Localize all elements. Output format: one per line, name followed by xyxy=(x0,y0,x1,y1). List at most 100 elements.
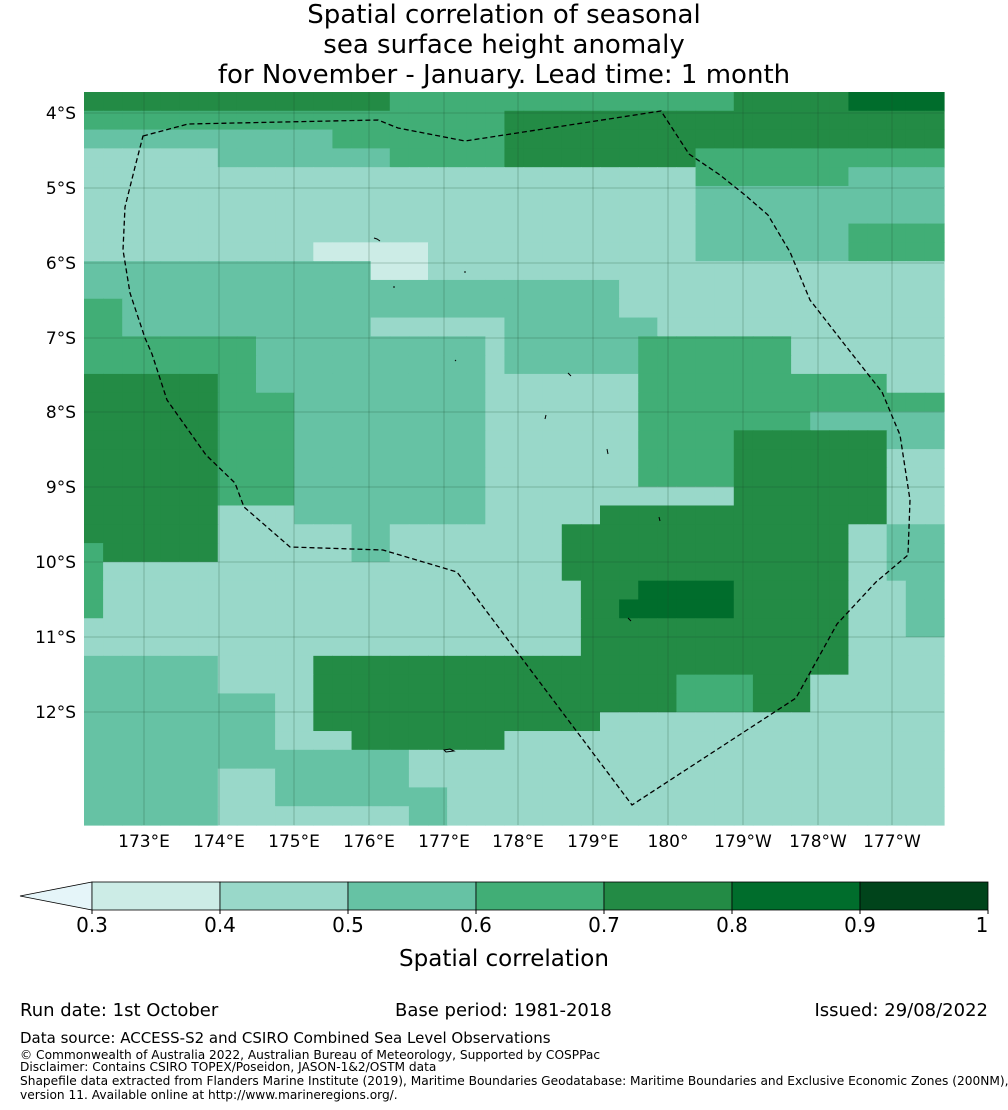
grid-cell xyxy=(657,261,678,281)
grid-cell xyxy=(600,279,620,300)
grid-cell xyxy=(160,580,181,601)
grid-cell xyxy=(389,373,410,394)
grid-cell xyxy=(198,618,219,638)
grid-cell xyxy=(466,505,486,525)
grid-cell xyxy=(657,242,678,262)
grid-cell xyxy=(733,279,754,300)
grid-cell xyxy=(236,768,257,789)
grid-cell xyxy=(256,749,276,770)
grid-cell xyxy=(351,637,372,657)
grid-cell xyxy=(580,204,601,225)
grid-cell xyxy=(275,92,295,112)
grid-cell xyxy=(561,449,582,469)
grid-cell xyxy=(905,279,926,300)
grid-cell xyxy=(313,204,334,225)
grid-cell xyxy=(714,129,735,149)
grid-cell xyxy=(179,449,200,469)
grid-cell xyxy=(332,693,353,713)
grid-cell xyxy=(313,185,334,206)
grid-cell xyxy=(179,655,200,676)
grid-cell xyxy=(275,806,295,826)
grid-cell xyxy=(351,806,372,826)
grid-cell xyxy=(408,129,429,149)
grid-cell xyxy=(332,242,353,262)
grid-cell xyxy=(695,749,716,770)
grid-cell xyxy=(428,430,448,450)
grid-cell xyxy=(657,618,678,638)
grid-cell xyxy=(217,655,238,676)
grid-cell xyxy=(886,505,907,525)
grid-cell xyxy=(924,317,945,337)
grid-cell xyxy=(294,129,314,149)
grid-cell xyxy=(103,92,123,112)
grid-cell xyxy=(313,242,334,262)
grid-cell xyxy=(160,242,181,262)
grid-cell xyxy=(905,524,926,544)
grid-cell xyxy=(332,373,353,394)
grid-cell xyxy=(733,110,754,131)
grid-cell xyxy=(600,167,620,187)
grid-cell xyxy=(466,599,486,619)
grid-cell xyxy=(848,430,869,450)
grid-cell xyxy=(848,524,869,544)
grid-cell xyxy=(256,242,276,262)
grid-cell xyxy=(447,806,467,826)
grid-cell xyxy=(504,467,525,488)
grid-cell xyxy=(408,655,429,676)
grid-cell xyxy=(752,561,773,582)
grid-cell xyxy=(428,279,448,300)
grid-cell xyxy=(657,637,678,657)
grid-cell xyxy=(905,392,926,413)
grid-cell xyxy=(580,355,601,375)
grid-cell xyxy=(389,806,410,826)
grid-cell xyxy=(714,185,735,206)
grid-cell xyxy=(351,599,372,619)
grid-cell xyxy=(275,298,295,319)
grid-cell xyxy=(236,524,257,544)
grid-cell xyxy=(103,373,123,394)
grid-cell xyxy=(657,580,678,601)
grid-cell xyxy=(504,731,525,751)
grid-cell xyxy=(886,148,907,168)
grid-cell xyxy=(619,298,639,319)
grid-cell xyxy=(256,486,276,507)
colorbar-bin xyxy=(219,881,349,911)
grid-cell xyxy=(714,261,735,281)
grid-cell xyxy=(122,693,142,713)
grid-cell xyxy=(313,411,334,431)
grid-cell xyxy=(752,110,773,131)
grid-cell xyxy=(179,806,200,826)
grid-cell xyxy=(313,524,334,544)
grid-cell xyxy=(619,543,639,563)
grid-cell xyxy=(313,693,334,713)
grid-cell xyxy=(217,392,238,413)
grid-cell xyxy=(84,110,104,131)
grid-cell xyxy=(924,223,945,243)
grid-cell xyxy=(256,110,276,131)
grid-cell xyxy=(695,712,716,732)
grid-cell xyxy=(141,524,162,544)
grid-cell xyxy=(523,167,544,187)
grid-cell xyxy=(294,110,314,131)
grid-cell xyxy=(294,543,314,563)
grid-cell xyxy=(160,806,181,826)
grid-cell xyxy=(122,561,142,582)
grid-cell xyxy=(829,223,850,243)
grid-cell xyxy=(810,486,830,507)
grid-cell xyxy=(886,336,907,356)
grid-cell xyxy=(810,110,830,131)
grid-cell xyxy=(714,467,735,488)
grid-cell xyxy=(714,674,735,695)
grid-cell xyxy=(886,261,907,281)
grid-cell xyxy=(294,524,314,544)
grid-cell xyxy=(561,806,582,826)
grid-cell xyxy=(905,449,926,469)
grid-cell xyxy=(122,430,142,450)
grid-cell xyxy=(886,637,907,657)
grid-cell xyxy=(294,731,314,751)
grid-cell xyxy=(504,317,525,337)
grid-cell xyxy=(829,731,850,751)
grid-cell xyxy=(389,749,410,770)
grid-cell xyxy=(160,637,181,657)
grid-cell xyxy=(829,279,850,300)
